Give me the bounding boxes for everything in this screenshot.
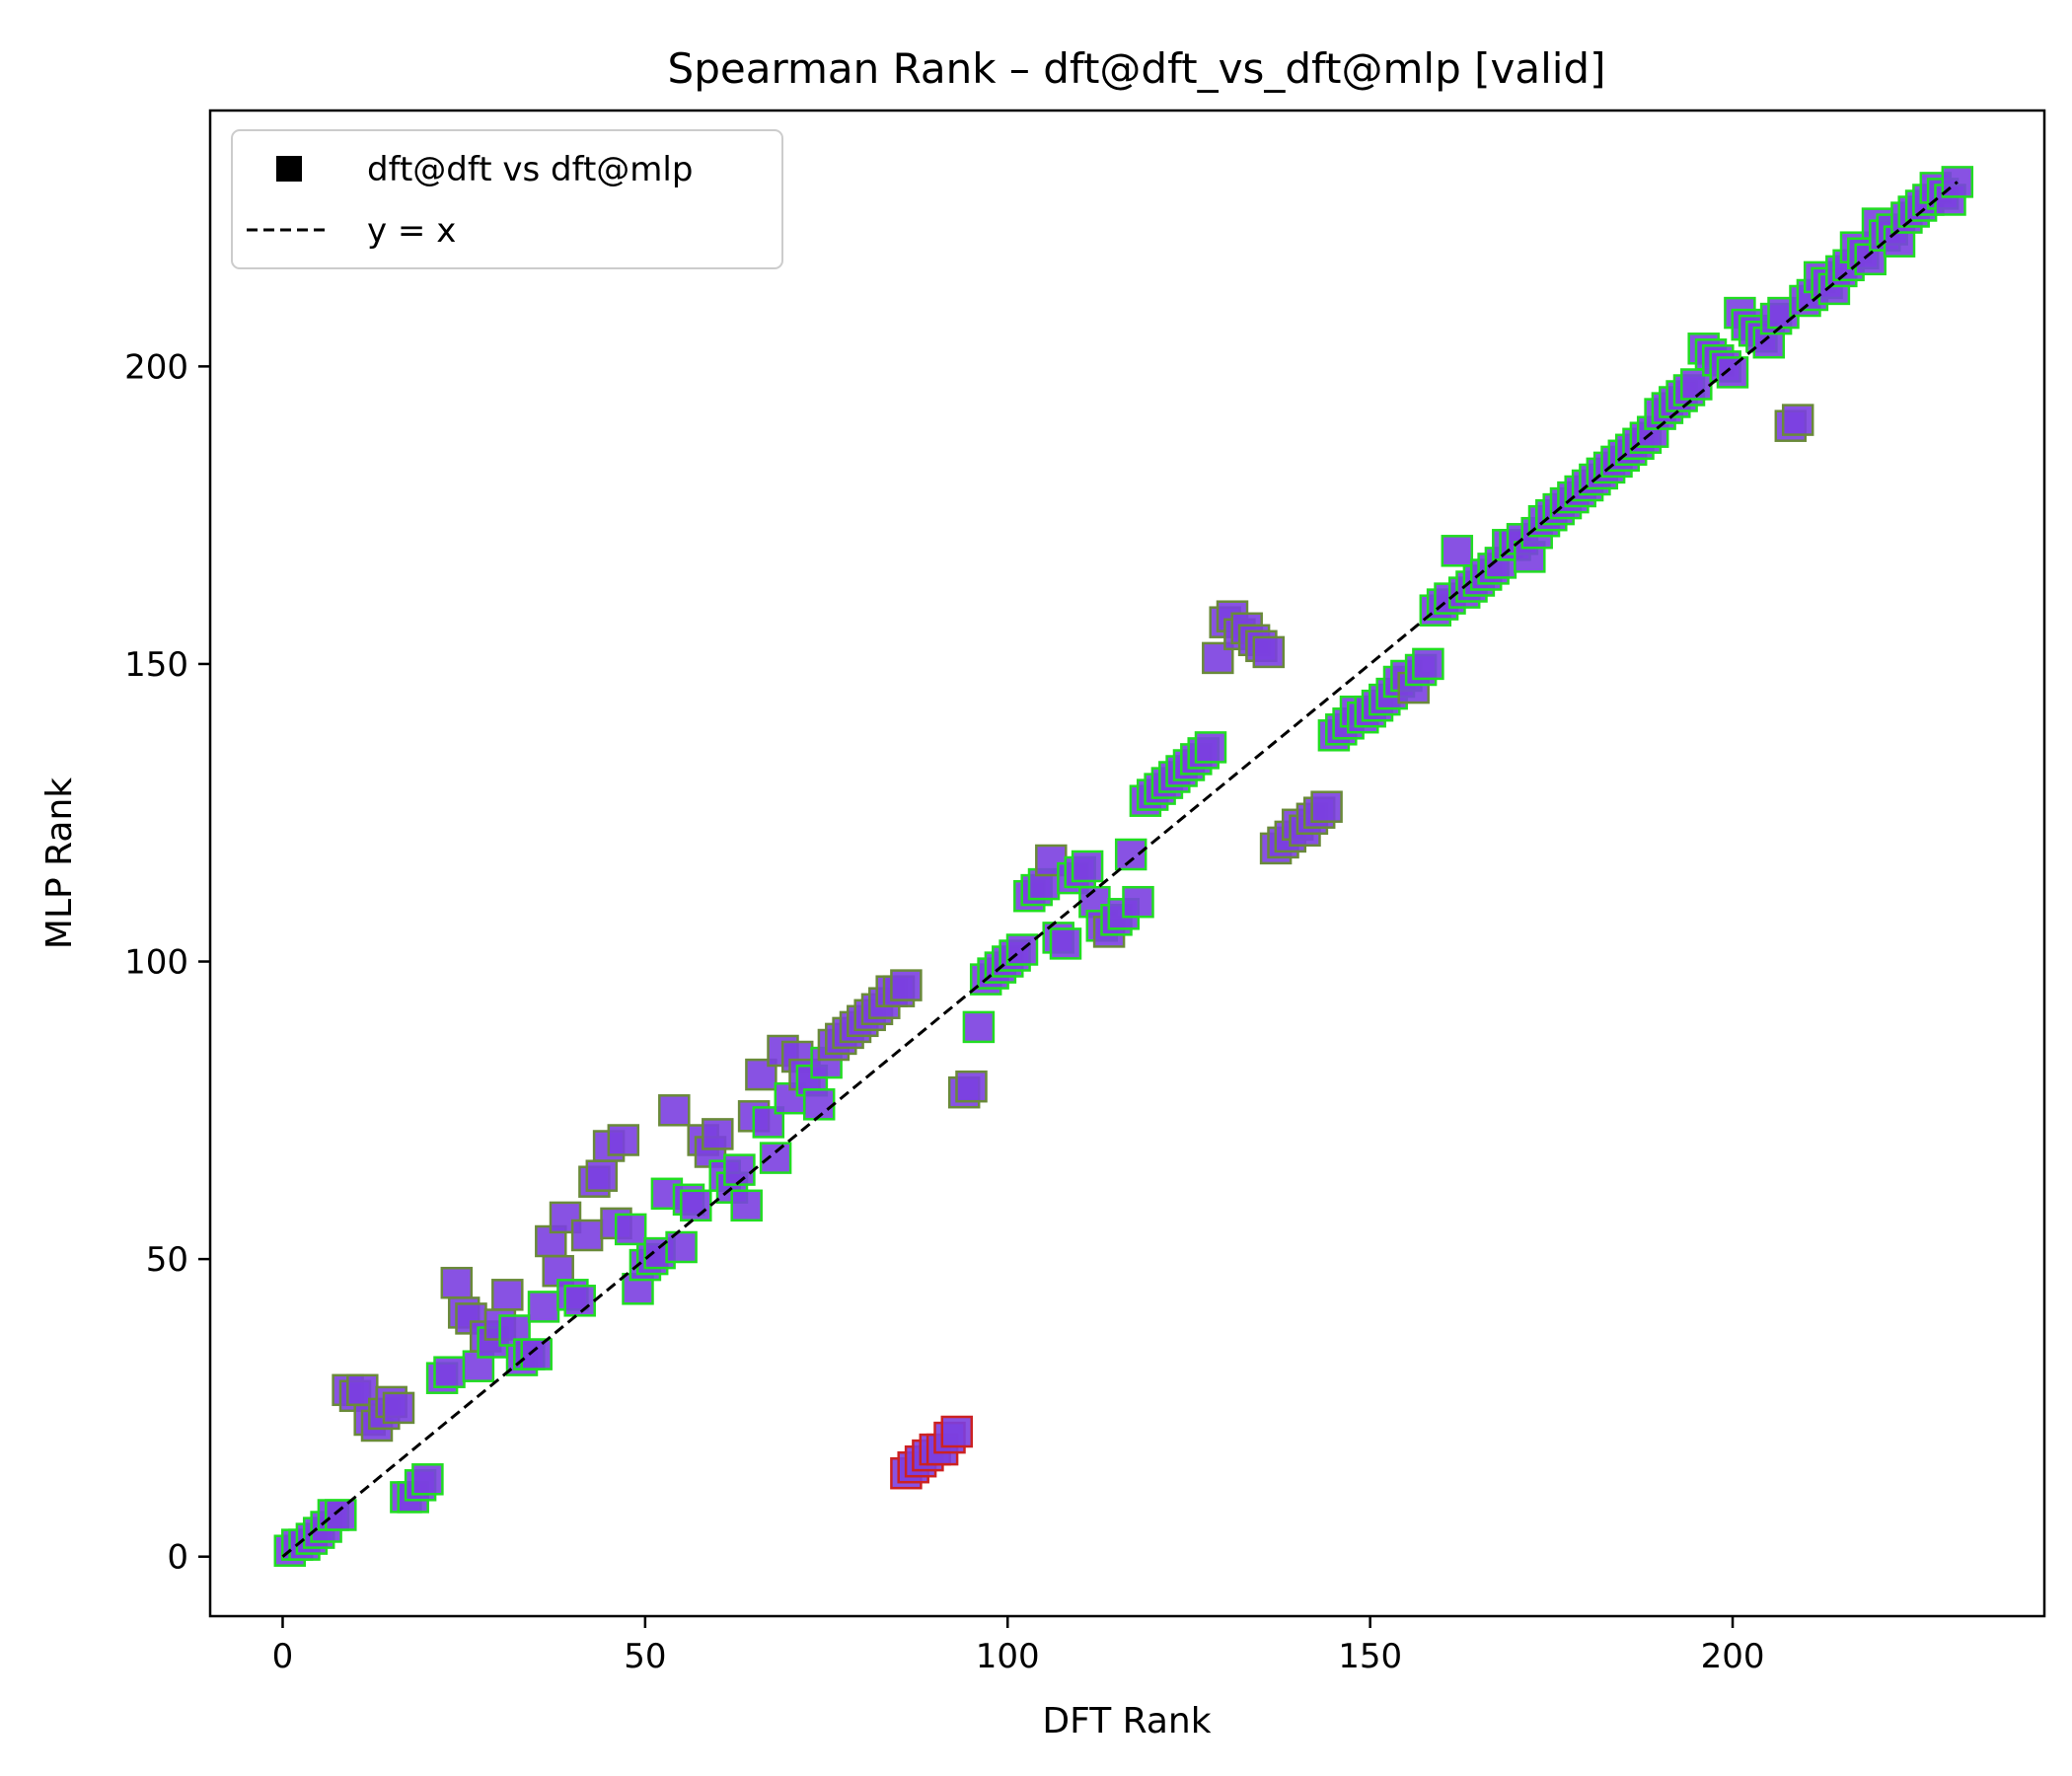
data-point	[1412, 647, 1444, 681]
legend: dft@dft vs dft@mlp y = x	[231, 129, 783, 269]
reference-line-y-equals-x	[281, 181, 1959, 1558]
y-axis-label: MLP Rank	[39, 777, 80, 949]
data-point	[1194, 731, 1227, 764]
data-point	[1114, 838, 1147, 871]
data-point	[702, 1118, 734, 1150]
data-point	[411, 1463, 444, 1496]
x-axis-label: DFT Rank	[1042, 1701, 1211, 1741]
y-tick-label: 0	[167, 1538, 188, 1578]
x-tick-label: 150	[1338, 1637, 1402, 1676]
data-point	[752, 1106, 785, 1139]
data-point	[1122, 885, 1154, 919]
data-point	[658, 1094, 691, 1127]
chart-title: Spearman Rank – dft@dft_vs_dft@mlp [vali…	[668, 44, 1606, 93]
data-point	[1441, 535, 1474, 567]
data-point	[527, 1291, 560, 1323]
data-point	[1716, 356, 1749, 389]
legend-square-marker-icon	[276, 156, 302, 182]
y-tick-label: 50	[146, 1240, 188, 1280]
plot-area	[208, 109, 2046, 1618]
data-point	[802, 1088, 836, 1121]
plot-frame	[208, 109, 2046, 1618]
data-point	[491, 1279, 524, 1311]
y-tick-label: 100	[124, 943, 188, 983]
legend-entry-reference: y = x	[367, 211, 456, 251]
x-tick-label: 50	[624, 1637, 666, 1676]
data-point	[433, 1356, 466, 1388]
x-axis-ticks: 0 50 100 150 200	[272, 1616, 1765, 1676]
data-point	[607, 1124, 640, 1156]
data-point	[520, 1338, 553, 1370]
data-point	[940, 1415, 974, 1448]
data-point	[1252, 635, 1286, 669]
data-point	[1310, 790, 1343, 823]
data-point	[325, 1499, 357, 1531]
data-point	[549, 1201, 582, 1234]
data-point	[955, 1070, 988, 1103]
data-points	[273, 166, 1974, 1567]
data-point	[890, 969, 923, 1001]
legend-entry-scatter: dft@dft vs dft@mlp	[367, 150, 693, 189]
data-point	[440, 1266, 474, 1299]
data-point	[730, 1189, 763, 1222]
legend-box	[231, 129, 783, 269]
data-point	[962, 1010, 996, 1044]
y-tick-label: 200	[124, 347, 188, 387]
data-point	[585, 1159, 619, 1192]
data-point	[382, 1391, 415, 1425]
data-point	[665, 1230, 698, 1264]
x-tick-label: 100	[976, 1637, 1040, 1676]
data-point	[614, 1213, 647, 1246]
data-point	[1781, 404, 1814, 436]
data-point	[1049, 927, 1082, 960]
x-tick-label: 0	[272, 1637, 294, 1676]
y-axis-ticks: 0 50 100 150 200	[124, 347, 210, 1578]
data-point	[570, 1219, 604, 1252]
data-point	[680, 1189, 712, 1222]
x-tick-label: 200	[1701, 1637, 1765, 1676]
data-point	[1071, 850, 1104, 883]
data-point	[563, 1285, 596, 1317]
y-tick-label: 150	[124, 645, 188, 685]
data-point	[759, 1142, 792, 1174]
